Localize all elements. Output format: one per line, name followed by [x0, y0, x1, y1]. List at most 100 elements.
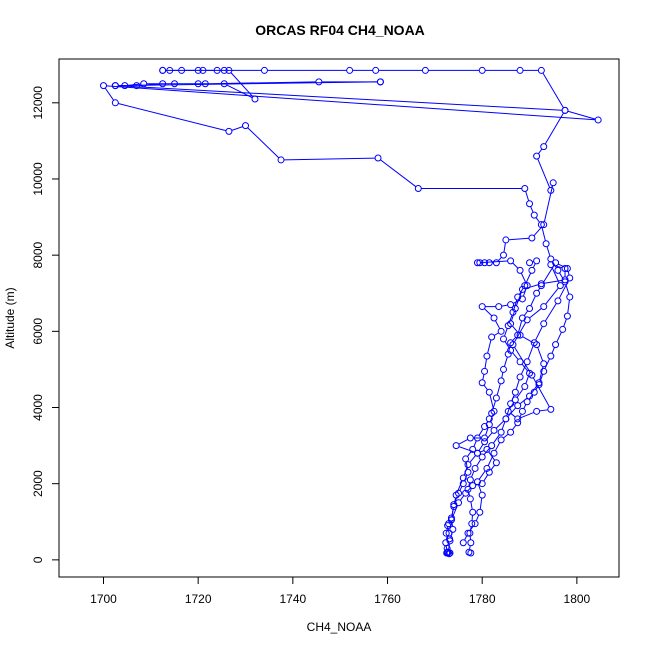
data-point — [469, 445, 477, 453]
data-point — [500, 365, 507, 373]
data-point — [140, 80, 148, 88]
data-point — [446, 549, 454, 557]
y-axis-label: Altitude (m) — [3, 287, 17, 348]
data-point — [478, 491, 486, 499]
data-point — [509, 308, 517, 316]
data-point — [526, 259, 534, 267]
data-point — [481, 367, 489, 375]
data-point — [476, 508, 484, 516]
data-point — [442, 529, 450, 537]
data-point — [540, 367, 548, 375]
y-tick-label: 6000 — [31, 318, 45, 345]
data-point — [537, 280, 545, 288]
data-point — [502, 415, 510, 423]
data-point — [537, 282, 545, 290]
data-point — [530, 211, 538, 219]
data-point — [504, 407, 512, 415]
data-point — [260, 66, 268, 74]
series-line — [104, 69, 596, 541]
data-point — [547, 352, 555, 360]
data-point — [533, 407, 541, 415]
x-tick-label: 1760 — [374, 592, 401, 606]
x-tick-label: 1800 — [564, 592, 591, 606]
data-point — [540, 221, 548, 229]
x-tick-label: 1700 — [90, 592, 117, 606]
data-point — [549, 179, 557, 187]
series-line — [118, 81, 564, 550]
data-point — [471, 520, 479, 528]
data-point — [481, 259, 489, 267]
data-point — [462, 455, 470, 463]
data-point — [561, 106, 569, 114]
data-point — [523, 398, 531, 406]
data-point — [485, 388, 493, 396]
data-point — [277, 156, 285, 164]
data-point — [462, 489, 470, 497]
data-point — [500, 251, 507, 259]
data-point — [521, 185, 529, 192]
data-point — [478, 480, 486, 488]
data-point — [594, 116, 602, 124]
data-point — [225, 127, 233, 135]
data-point — [490, 426, 498, 434]
data-point — [556, 282, 564, 290]
data-point — [467, 539, 475, 547]
data-point — [459, 539, 467, 547]
data-point — [481, 423, 489, 431]
series-4 — [111, 78, 569, 556]
data-point — [563, 264, 571, 272]
data-point — [444, 522, 452, 530]
data-point — [518, 407, 526, 415]
data-point — [447, 516, 455, 524]
data-point — [511, 388, 519, 396]
series-5 — [444, 257, 569, 557]
data-point — [554, 266, 562, 274]
data-point — [485, 259, 493, 267]
data-point — [201, 80, 209, 88]
data-point — [194, 80, 202, 88]
data-point — [467, 549, 475, 557]
data-point — [315, 78, 323, 86]
data-point — [528, 266, 536, 274]
data-point — [178, 66, 186, 74]
data-point — [521, 282, 529, 290]
data-point — [504, 350, 512, 358]
data-point — [516, 331, 524, 339]
data-point — [414, 185, 422, 192]
data-point — [507, 346, 515, 354]
data-point — [502, 236, 510, 244]
data-point — [455, 499, 463, 507]
data-point — [516, 358, 524, 366]
data-point — [537, 66, 545, 74]
data-point — [521, 383, 529, 391]
data-point — [547, 405, 555, 413]
data-point — [552, 341, 560, 349]
plot-frame — [58, 58, 620, 578]
data-point — [533, 289, 541, 297]
data-point — [376, 78, 384, 86]
series-2 — [100, 66, 602, 547]
data-point — [111, 82, 119, 90]
data-point — [452, 442, 460, 450]
data-point — [449, 525, 457, 533]
x-axis: 1700 1720 1740 1760 1780 1800 — [90, 576, 591, 606]
x-tick-label: 1720 — [185, 592, 212, 606]
data-point — [225, 66, 233, 74]
data-point — [372, 66, 380, 74]
data-point — [507, 428, 515, 436]
data-point — [488, 333, 496, 341]
data-point — [473, 449, 481, 457]
series-line — [448, 261, 566, 550]
data-point — [547, 255, 555, 263]
data-point — [518, 314, 526, 322]
data-point — [213, 66, 221, 74]
y-tick-label: 8000 — [31, 241, 45, 268]
data-point — [468, 520, 476, 528]
data-point — [533, 152, 541, 160]
data-point — [492, 259, 500, 267]
data-point — [497, 428, 505, 436]
data-point — [485, 421, 493, 429]
data-point — [533, 341, 541, 349]
data-point — [533, 257, 541, 265]
data-point — [518, 285, 526, 293]
